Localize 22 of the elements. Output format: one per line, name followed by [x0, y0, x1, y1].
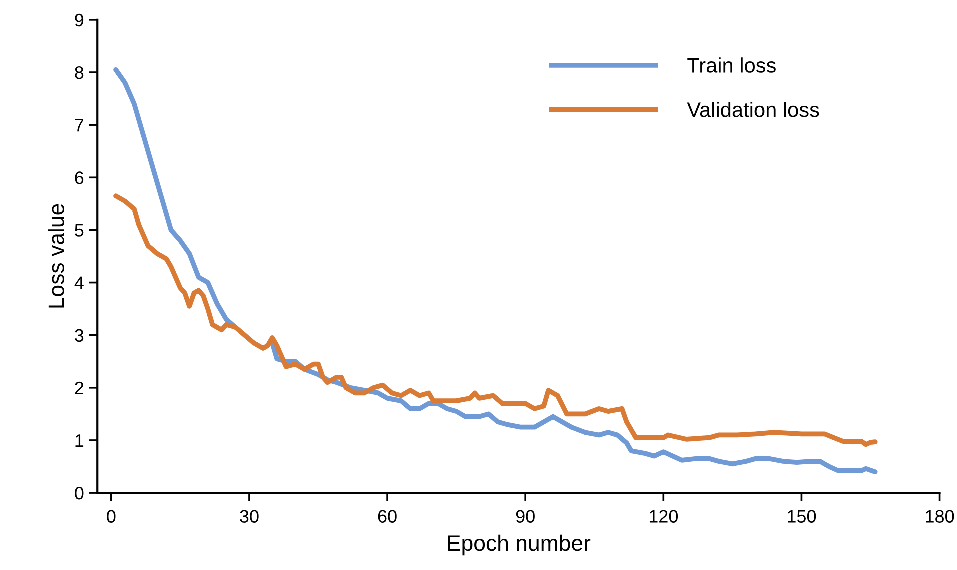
- y-tick-label: 7: [75, 119, 84, 132]
- y-tick-label: 6: [75, 172, 84, 184]
- y-tick-label: 8: [75, 66, 84, 80]
- y-tick-label: 4: [74, 276, 84, 290]
- legend-label: Validation loss: [687, 102, 820, 118]
- y-tick-label: 1: [76, 434, 84, 448]
- legend-label: Train loss: [688, 58, 776, 73]
- x-axis-title: Epoch number: [448, 534, 591, 556]
- y-tick-label: 5: [75, 224, 84, 237]
- x-tick-label: 30: [240, 510, 259, 523]
- y-tick-label: 3: [75, 329, 84, 342]
- x-tick-label: 120: [650, 510, 678, 523]
- x-tick-label: 0: [107, 510, 116, 523]
- x-tick-label: 60: [378, 510, 397, 523]
- x-tick-label: 180: [926, 510, 954, 523]
- x-tick-label: 90: [516, 510, 535, 523]
- y-tick-label: 9: [75, 14, 84, 27]
- x-tick-label: 150: [788, 510, 816, 523]
- line-series: [114, 194, 878, 448]
- y-tick-label: 0: [75, 486, 84, 500]
- y-tick-label: 2: [75, 382, 84, 394]
- y-axis-title: Loss value: [48, 204, 64, 308]
